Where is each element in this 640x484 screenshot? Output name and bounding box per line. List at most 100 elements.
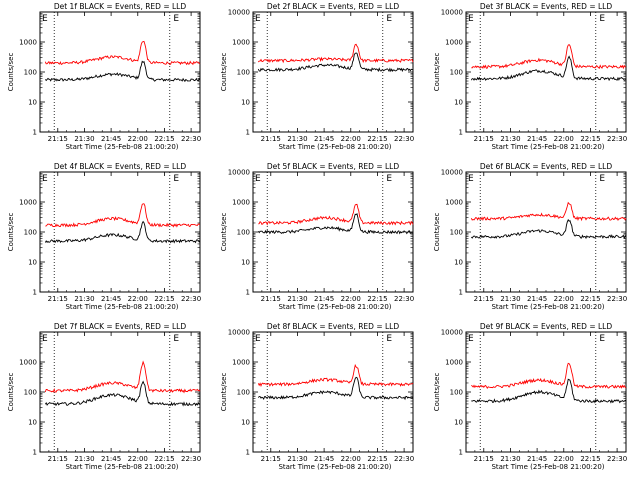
x-axis-label: Start Time (25-Feb-08 21:00:20)	[278, 463, 391, 471]
x-tick-label: 21:15	[48, 135, 68, 143]
x-tick-label: 22:00	[341, 135, 361, 143]
series-line-black	[470, 218, 627, 240]
y-axis-label: Counts/sec	[433, 373, 441, 412]
series-line-black	[257, 376, 414, 401]
x-tick-label: 21:30	[287, 135, 307, 143]
y-tick-label: 1000	[445, 359, 463, 367]
corner-mark-left: E	[255, 174, 261, 184]
x-tick-label: 21:30	[287, 295, 307, 303]
series-line-black	[257, 52, 414, 73]
corner-mark-left: E	[255, 14, 261, 24]
x-tick-label: 22:15	[154, 295, 174, 303]
y-tick-label: 1	[459, 289, 463, 297]
x-axis-label: Start Time (25-Feb-08 21:00:20)	[491, 303, 604, 311]
x-axis-label: Start Time (25-Feb-08 21:00:20)	[491, 143, 604, 151]
y-tick-label: 100	[450, 389, 463, 397]
y-tick-label: 100	[24, 389, 37, 397]
y-axis-label: Counts/sec	[433, 213, 441, 252]
chart-title: Det 4f BLACK = Events, RED = LLD	[54, 162, 187, 171]
series-line-black	[44, 220, 201, 244]
y-tick-label: 1000	[232, 199, 250, 207]
y-tick-label: 10	[241, 99, 250, 107]
x-tick-label: 21:45	[527, 295, 547, 303]
chart-panel-6: Det 6f BLACK = Events, RED = LLD 1 10 100 10…	[433, 162, 627, 311]
x-axis-label: Start Time (25-Feb-08 21:00:20)	[65, 463, 178, 471]
series-line-red	[470, 201, 627, 222]
y-axis-label: Counts/sec	[220, 373, 228, 412]
y-tick-label: 10000	[228, 169, 250, 177]
x-tick-label: 21:15	[474, 135, 494, 143]
chart-panel-7: Det 7f BLACK = Events, RED = LLD 1 10 100 10…	[7, 322, 201, 471]
y-tick-label: 1	[33, 129, 37, 137]
series-line-black	[44, 380, 201, 407]
x-tick-label: 22:15	[367, 455, 387, 463]
y-tick-label: 1	[246, 449, 250, 457]
x-tick-label: 21:45	[314, 135, 334, 143]
chart-panel-4: Det 4f BLACK = Events, RED = LLD 1 10 100 10…	[7, 162, 201, 311]
y-tick-label: 1	[33, 289, 37, 297]
x-tick-label: 22:00	[554, 455, 574, 463]
x-tick-label: 22:30	[394, 295, 414, 303]
x-tick-label: 21:30	[287, 455, 307, 463]
x-tick-label: 22:30	[607, 455, 627, 463]
plot-frame	[465, 11, 627, 133]
x-tick-label: 22:30	[181, 455, 201, 463]
x-tick-label: 21:30	[500, 135, 520, 143]
plot-frame	[39, 171, 201, 293]
x-tick-label: 21:30	[74, 135, 94, 143]
chart-panel-1: Det 1f BLACK = Events, RED = LLD 1 10 100 10…	[7, 2, 201, 151]
x-tick-label: 22:30	[607, 295, 627, 303]
chart-title: Det 9f BLACK = Events, RED = LLD	[480, 322, 613, 331]
y-tick-label: 1000	[19, 199, 37, 207]
chart-title: Det 1f BLACK = Events, RED = LLD	[54, 2, 187, 11]
y-tick-label: 10	[454, 99, 463, 107]
chart-panel-3: Det 3f BLACK = Events, RED = LLD 1 10 100 10…	[433, 2, 627, 151]
series-line-red	[257, 43, 414, 64]
chart-panel-9: Det 9f BLACK = Events, RED = LLD 1 10 100 10…	[433, 322, 627, 471]
corner-mark-right: E	[386, 14, 392, 24]
series-line-black	[44, 60, 201, 83]
y-tick-label: 1000	[445, 39, 463, 47]
chart-title: Det 7f BLACK = Events, RED = LLD	[54, 322, 187, 331]
y-tick-label: 10	[28, 99, 37, 107]
y-tick-label: 100	[450, 69, 463, 77]
chart-title: Det 6f BLACK = Events, RED = LLD	[480, 162, 613, 171]
y-tick-label: 10	[454, 419, 463, 427]
y-tick-label: 100	[24, 69, 37, 77]
corner-mark-left: E	[255, 334, 261, 344]
x-tick-label: 21:30	[500, 295, 520, 303]
series-line-red	[257, 363, 414, 388]
y-tick-label: 10	[28, 259, 37, 267]
corner-mark-right: E	[386, 334, 392, 344]
y-axis-label: Counts/sec	[433, 53, 441, 92]
corner-mark-left: E	[468, 14, 474, 24]
x-tick-label: 22:30	[181, 135, 201, 143]
x-tick-label: 22:30	[394, 455, 414, 463]
corner-mark-right: E	[173, 334, 179, 344]
corner-mark-right: E	[599, 174, 605, 184]
corner-mark-right: E	[599, 14, 605, 24]
chart-title: Det 5f BLACK = Events, RED = LLD	[267, 162, 400, 171]
x-axis-label: Start Time (25-Feb-08 21:00:20)	[65, 143, 178, 151]
corner-mark-left: E	[468, 334, 474, 344]
corner-mark-left: E	[42, 14, 48, 24]
y-tick-label: 10000	[441, 9, 463, 17]
y-axis-label: Counts/sec	[7, 213, 15, 252]
y-tick-label: 10	[454, 259, 463, 267]
x-tick-label: 22:00	[554, 135, 574, 143]
corner-mark-left: E	[42, 334, 48, 344]
y-tick-label: 10000	[441, 329, 463, 337]
series-line-black	[471, 378, 627, 404]
y-axis-label: Counts/sec	[220, 213, 228, 252]
chart-title: Det 8f BLACK = Events, RED = LLD	[267, 322, 400, 331]
x-axis-label: Start Time (25-Feb-08 21:00:20)	[491, 463, 604, 471]
y-axis-label: Counts/sec	[7, 373, 15, 412]
series-line-red	[471, 362, 627, 390]
x-tick-label: 22:00	[341, 455, 361, 463]
series-line-black	[257, 212, 413, 235]
x-tick-label: 21:15	[261, 135, 281, 143]
y-tick-label: 1000	[445, 199, 463, 207]
chart-title: Det 2f BLACK = Events, RED = LLD	[267, 2, 400, 11]
